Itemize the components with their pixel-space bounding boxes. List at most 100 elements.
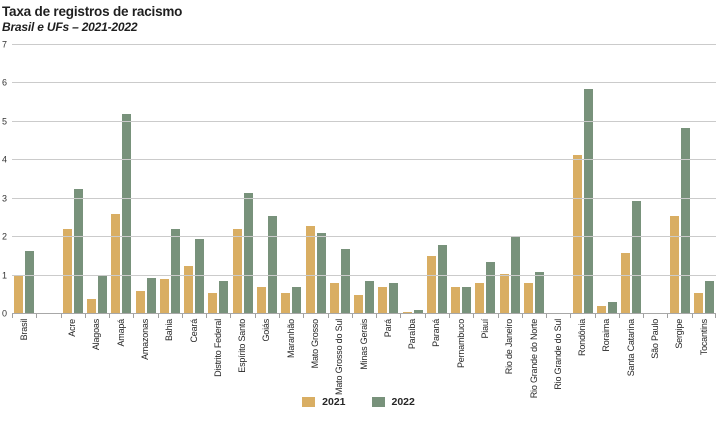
slot-acre xyxy=(61,45,85,314)
bar-2021-acre xyxy=(62,229,72,314)
slot-rio-de-janeiro xyxy=(498,45,522,314)
bar-pair-mato-grosso-do-sul xyxy=(328,45,352,314)
slot-mato-grosso-do-sul xyxy=(328,45,352,314)
legend-item-2022: 2022 xyxy=(371,396,415,408)
x-axis-tick xyxy=(181,314,183,318)
bar-pair-mato-grosso xyxy=(303,45,327,314)
slot-amazonas xyxy=(133,45,157,314)
bar-2022-distrito-federal xyxy=(219,281,229,314)
y-tick-label-0: 0 xyxy=(2,308,8,319)
chart-title: Taxa de registros de racismo xyxy=(2,4,183,19)
bar-pair-piaui xyxy=(473,45,497,314)
gridline-0 xyxy=(12,313,716,314)
xslot-goias: Goiás xyxy=(255,314,279,392)
slot-minas-gerais xyxy=(352,45,376,314)
xslot-amazonas: Amazonas xyxy=(133,314,157,392)
bar-pair-sergipe xyxy=(668,45,692,314)
bar-2021-santa-catarina xyxy=(621,252,631,314)
x-tick-label-para: Pará xyxy=(382,319,393,338)
x-axis-tick xyxy=(448,314,450,318)
bar-2021-rondonia xyxy=(572,154,582,314)
slot-parana xyxy=(425,45,449,314)
slot-mato-grosso xyxy=(303,45,327,314)
x-axis-tick xyxy=(60,314,62,318)
bar-2022-maranhao xyxy=(292,287,302,314)
x-tick-label-maranhao: Maranhão xyxy=(285,319,296,358)
xslot-alagoas: Alagoas xyxy=(85,314,109,392)
bar-pair-amazonas xyxy=(133,45,157,314)
slot-ceara xyxy=(182,45,206,314)
bar-2021-espirito-santo xyxy=(232,229,242,314)
bar-2022-bahia xyxy=(170,229,180,314)
x-axis-tick xyxy=(667,314,669,318)
x-axis-tick xyxy=(618,314,620,318)
slot-bahia xyxy=(158,45,182,314)
bar-2022-mato-grosso-do-sul xyxy=(340,248,350,314)
bar-pair-pernambuco xyxy=(449,45,473,314)
bar-2022-goias xyxy=(267,216,277,314)
bar-2021-minas-gerais xyxy=(354,294,364,314)
x-axis-tick xyxy=(424,314,426,318)
x-tick-label-roraima: Roraima xyxy=(601,319,612,352)
x-tick-label-amazonas: Amazonas xyxy=(140,319,151,360)
x-axis-tick xyxy=(327,314,329,318)
bar-2022-acre xyxy=(73,189,83,314)
bar-2021-tocantins xyxy=(694,292,704,314)
x-tick-label-sergipe: Sergipe xyxy=(674,319,685,349)
x-tick-label-minas-gerais: Minas Gerais xyxy=(358,319,369,370)
bar-2021-distrito-federal xyxy=(208,292,218,314)
x-axis-tick xyxy=(133,314,135,318)
plot-area xyxy=(12,44,716,318)
bar-2022-amapa xyxy=(122,114,132,314)
xslot-sergipe: Sergipe xyxy=(668,314,692,392)
legend-label-2022: 2022 xyxy=(391,396,415,408)
bar-slots xyxy=(12,45,716,314)
slot-pernambuco xyxy=(449,45,473,314)
plot-wrap: 0 1 2 3 4 5 6 7 xyxy=(0,40,717,318)
xslot-tocantins: Tocantins xyxy=(692,314,716,392)
bar-pair-goias xyxy=(255,45,279,314)
gridline-3 xyxy=(12,197,716,199)
bar-2021-amapa xyxy=(111,214,121,314)
slot-distrito-federal xyxy=(206,45,230,314)
slot-santa-catarina xyxy=(619,45,643,314)
xslot-distrito-federal: Distrito Federal xyxy=(206,314,230,392)
x-tick-label-distrito-federal: Distrito Federal xyxy=(212,319,223,377)
bar-2022-para xyxy=(389,283,399,314)
legend-swatch-2021-icon xyxy=(302,397,316,407)
bar-pair-minas-gerais xyxy=(352,45,376,314)
y-tick-label-7: 7 xyxy=(2,39,8,50)
x-tick-label-mato-grosso: Mato Grosso xyxy=(310,319,321,369)
x-tick-label-piaui: Piauí xyxy=(479,319,490,339)
x-tick-label-paraiba: Paraíba xyxy=(407,319,418,350)
y-tick-label-4: 4 xyxy=(2,154,8,165)
x-tick-label-santa-catarina: Santa Catarina xyxy=(625,319,636,377)
x-axis-tick xyxy=(12,314,13,318)
gridline-6 xyxy=(12,82,716,84)
bar-2021-piaui xyxy=(475,283,485,314)
xslot-bahia: Bahia xyxy=(158,314,182,392)
x-tick-label-rio-de-janeiro: Rio de Janeiro xyxy=(504,319,515,375)
y-tick-label-2: 2 xyxy=(2,231,8,242)
xslot-spacer xyxy=(36,314,60,392)
x-tick-label-goias: Goiás xyxy=(261,319,272,342)
bar-2021-maranhao xyxy=(281,292,291,314)
xslot-piaui: Piauí xyxy=(473,314,497,392)
xslot-maranhao: Maranhão xyxy=(279,314,303,392)
xslot-amapa: Amapá xyxy=(109,314,133,392)
xslot-acre: Acre xyxy=(61,314,85,392)
bar-pair-espirito-santo xyxy=(231,45,255,314)
bar-2021-rio-grande-do-norte xyxy=(524,283,534,314)
gridline-5 xyxy=(12,120,716,122)
bar-2022-espirito-santo xyxy=(243,192,253,314)
bar-2022-roraima xyxy=(607,302,617,314)
xslot-rio-de-janeiro: Rio de Janeiro xyxy=(498,314,522,392)
legend: 2021 2022 xyxy=(0,396,717,408)
bar-pair-roraima xyxy=(595,45,619,314)
bar-2022-ceara xyxy=(195,239,205,314)
x-axis-tick xyxy=(376,314,378,318)
xslot-mato-grosso-do-sul: Mato Grosso do Sul xyxy=(328,314,352,395)
x-tick-label-rio-grande-do-sul: Rio Grande do Sul xyxy=(552,319,563,390)
